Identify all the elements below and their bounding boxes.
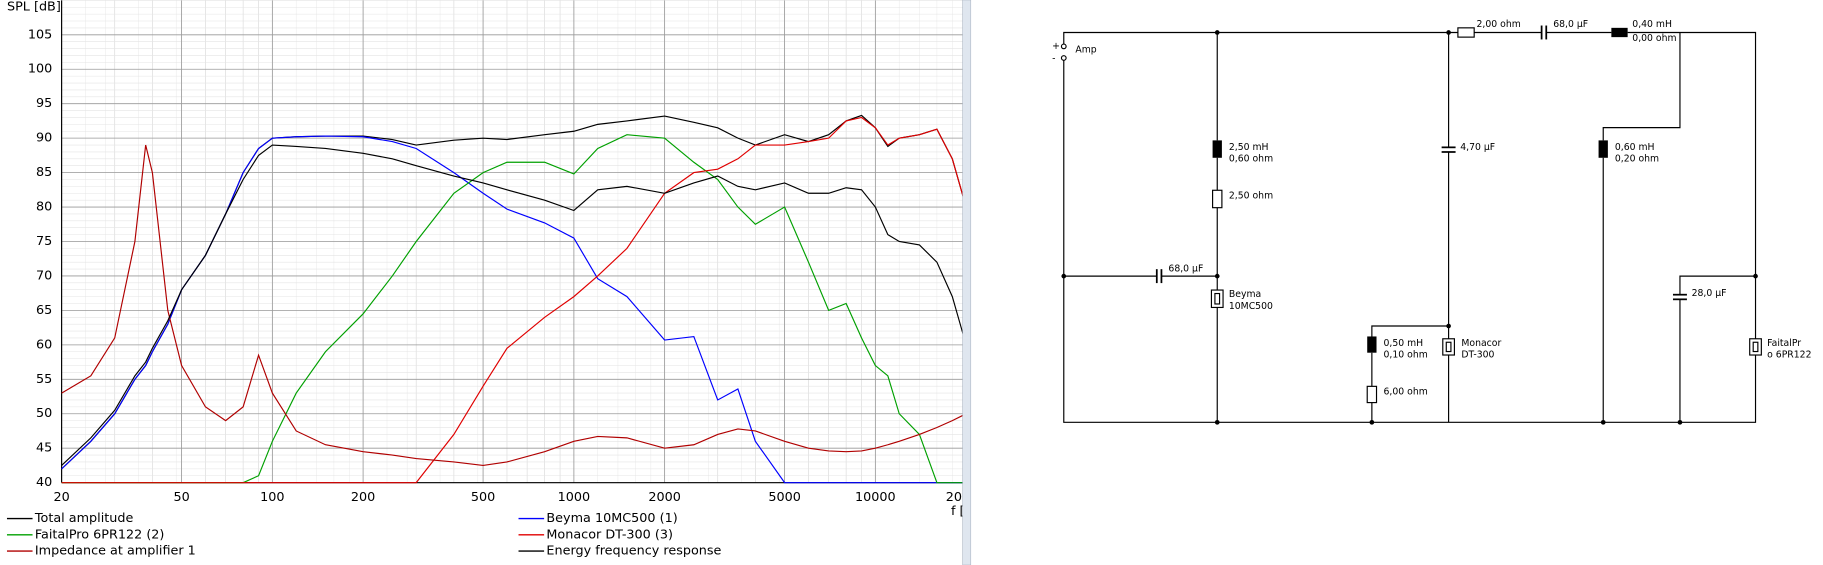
x-tick-label: 200 <box>351 490 375 505</box>
component-label: 4,70 µF <box>1460 142 1495 153</box>
x-tick-label: 2000 <box>648 490 681 505</box>
legend-label: Total amplitude <box>34 511 134 526</box>
component-label: 0,00 ohm <box>1632 33 1676 44</box>
y-tick-label: 95 <box>36 96 52 111</box>
component-label: 0,10 ohm <box>1383 350 1427 361</box>
terminals <box>1060 43 1067 61</box>
legend-label: Energy frequency response <box>546 544 721 559</box>
legend-label: Beyma 10MC500 (1) <box>546 511 677 526</box>
y-tick-label: 70 <box>36 268 52 283</box>
component-label: Amp <box>1075 44 1096 55</box>
drivers <box>1210 289 1762 356</box>
splitter[interactable] <box>962 0 972 565</box>
series-line <box>61 116 963 484</box>
capacitors <box>1155 25 1687 301</box>
y-tick-label: 60 <box>36 337 52 352</box>
component-label: Monacor <box>1461 338 1501 349</box>
component-label: + <box>1052 41 1060 52</box>
circuit-diagram: + - Amp 2,00 ohm 68,0 µF 0,40 mH 0,00 ohm 2,50 … <box>1052 19 1811 425</box>
y-tick-label: 80 <box>36 200 52 215</box>
x-tick-label: 20000 <box>946 490 987 505</box>
y-tick-label: 90 <box>36 131 52 146</box>
x-tick-label: 500 <box>471 490 495 505</box>
junctions <box>1061 30 1758 425</box>
y-tick-label: 75 <box>36 234 52 249</box>
component-label: DT-300 <box>1461 350 1494 361</box>
inductors <box>1212 27 1628 353</box>
y-tick-label: 45 <box>36 441 52 456</box>
y-tick-label: 85 <box>36 165 52 180</box>
component-label: 68,0 µF <box>1553 19 1588 30</box>
y-tick-label: 55 <box>36 372 52 387</box>
legend-label: FaitalPro 6PR122 (2) <box>35 527 165 542</box>
component-label: 6,00 ohm <box>1383 387 1427 398</box>
component-label: 2,50 mH <box>1229 142 1269 153</box>
component-label: 2,50 ohm <box>1229 191 1273 202</box>
x-tick-label: 100 <box>260 490 284 505</box>
component-label: 0,20 ohm <box>1615 153 1659 164</box>
component-label: FaitalPr <box>1767 338 1801 349</box>
y-tick-label: 100 <box>28 62 52 77</box>
component-label: 2,00 ohm <box>1477 19 1521 30</box>
component-label: 0,60 ohm <box>1229 153 1273 164</box>
y-tick-label: 105 <box>28 27 52 42</box>
component-label: Beyma <box>1229 289 1261 300</box>
component-label: 0,60 mH <box>1615 142 1655 153</box>
component-label: o 6PR122 <box>1767 350 1811 361</box>
component-label: 0,40 mH <box>1632 19 1672 30</box>
component-label: - <box>1052 54 1055 65</box>
component-label: 68,0 µF <box>1168 264 1203 275</box>
x-tick-label: 50 <box>173 490 189 505</box>
component-label: 10MC500 <box>1229 301 1273 312</box>
x-axis-label: f [Hz] <box>951 504 986 519</box>
y-tick-label: 65 <box>36 303 52 318</box>
series-line <box>61 144 963 466</box>
x-tick-label: 20 <box>53 490 69 505</box>
series-line <box>61 144 963 466</box>
y-axis-label: SPL [dB] <box>7 0 61 14</box>
component-label: 0,50 mH <box>1383 338 1423 349</box>
component-label: 28,0 µF <box>1692 288 1727 299</box>
x-tick-label: 10000 <box>855 490 896 505</box>
legend-label: Monacor DT-300 (3) <box>546 527 673 542</box>
chart-panel: 40 45 50 55 60 65 70 75 80 85 90 95 100 105 20 50 100 200… <box>7 0 987 559</box>
x-tick-label: 1000 <box>558 490 591 505</box>
resistors <box>1212 27 1475 404</box>
y-tick-label: 40 <box>36 475 52 490</box>
legend-label: Impedance at amplifier 1 <box>35 544 196 559</box>
y-tick-label: 50 <box>36 406 52 421</box>
wires <box>1063 31 1757 423</box>
x-tick-label: 5000 <box>768 490 801 505</box>
